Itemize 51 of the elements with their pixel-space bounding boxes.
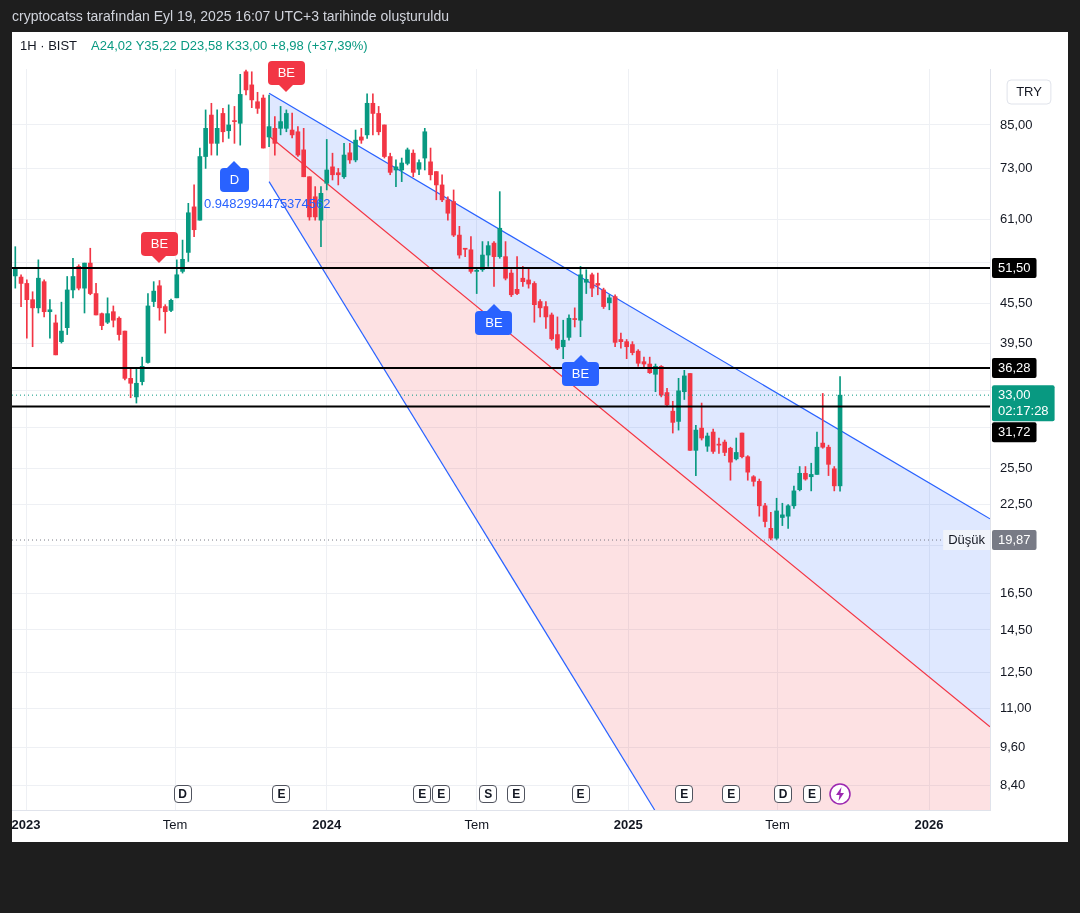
y-tick-label: 73,00 — [1000, 160, 1033, 175]
ref-line-label: 33,00 02:17:28 — [998, 386, 1049, 418]
letter-badge: E — [803, 785, 822, 803]
y-tick-label: 8,40 — [1000, 777, 1026, 793]
annotation: BE — [562, 361, 599, 386]
letter-badge: E — [722, 785, 741, 803]
candlestick — [47, 299, 53, 339]
x-tick-label: Tem — [464, 817, 489, 833]
annotation: D — [219, 168, 249, 193]
letter-badge: D — [774, 785, 793, 803]
annotation: BE — [140, 231, 178, 256]
x-tick-label: Tem — [162, 817, 188, 833]
chart-subtitle: A24,02 Y35,22 D23,58 K33,00 +8,98 (+37,39%) — [91, 37, 368, 53]
y-tick-label: 22,50 — [1000, 496, 1033, 512]
ref-line-label: 31,72 — [998, 423, 1031, 439]
x-tick-label: 2024 — [312, 817, 342, 833]
ref-line-label: 51,50 — [998, 259, 1031, 275]
chart-title: 1H · BIST — [20, 37, 78, 53]
y-tick-label: 11,00 — [1000, 700, 1032, 716]
annotation: BE — [267, 60, 305, 85]
y-tick-label: 14,50 — [1000, 621, 1033, 637]
letter-badge: E — [571, 785, 590, 803]
letter-badge: E — [432, 785, 451, 803]
y-tick-label: 45,50 — [1000, 295, 1033, 310]
letter-badge: E — [272, 785, 291, 803]
candlestick — [560, 319, 566, 359]
letter-badge: E — [507, 785, 526, 803]
candlestick — [474, 267, 480, 294]
candlestick — [572, 307, 578, 328]
letter-badge: D — [173, 785, 192, 803]
candlestick — [226, 104, 232, 139]
letter-badge: S — [479, 785, 498, 803]
y-tick-label: 61,00 — [1000, 211, 1033, 227]
annotation: Düşük — [948, 531, 986, 547]
y-tick-label: 9,60 — [1000, 739, 1026, 755]
y-tick-label: 12,50 — [1000, 663, 1033, 679]
x-tick-label: 2025 — [613, 817, 643, 833]
y-tick-label: 39,50 — [1000, 335, 1033, 351]
annotation: BE — [475, 311, 513, 336]
text: cryptocatss tarafından Eyl 19, 2025 16:07 UTC+3 tarihinde oluşturuldu — [12, 8, 449, 24]
ref-line-label: 36,28 — [998, 359, 1031, 375]
x-tick-label: 2023 — [11, 817, 41, 833]
ref-line-label: 19,87 — [998, 531, 1031, 547]
y-axis-title: TRY — [1016, 83, 1043, 99]
letter-badge: E — [413, 785, 432, 803]
letter-badge: E — [675, 785, 694, 803]
y-tick-label: 85,00 — [1000, 116, 1033, 132]
x-tick-label: 2026 — [914, 817, 944, 833]
y-tick-label: 25,50 — [1000, 460, 1033, 476]
y-tick-label: 16,50 — [1000, 584, 1033, 600]
x-tick-label: Tem — [765, 817, 790, 833]
